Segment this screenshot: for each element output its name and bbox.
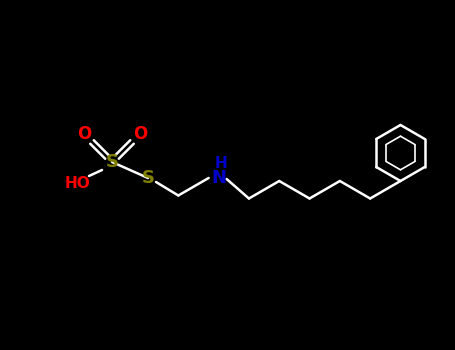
Text: HO: HO [64,176,90,191]
Text: O: O [77,125,91,143]
Text: N: N [211,169,226,187]
Text: S: S [142,169,155,187]
Text: H: H [214,156,227,172]
Text: S: S [106,153,118,171]
Text: O: O [133,125,147,143]
